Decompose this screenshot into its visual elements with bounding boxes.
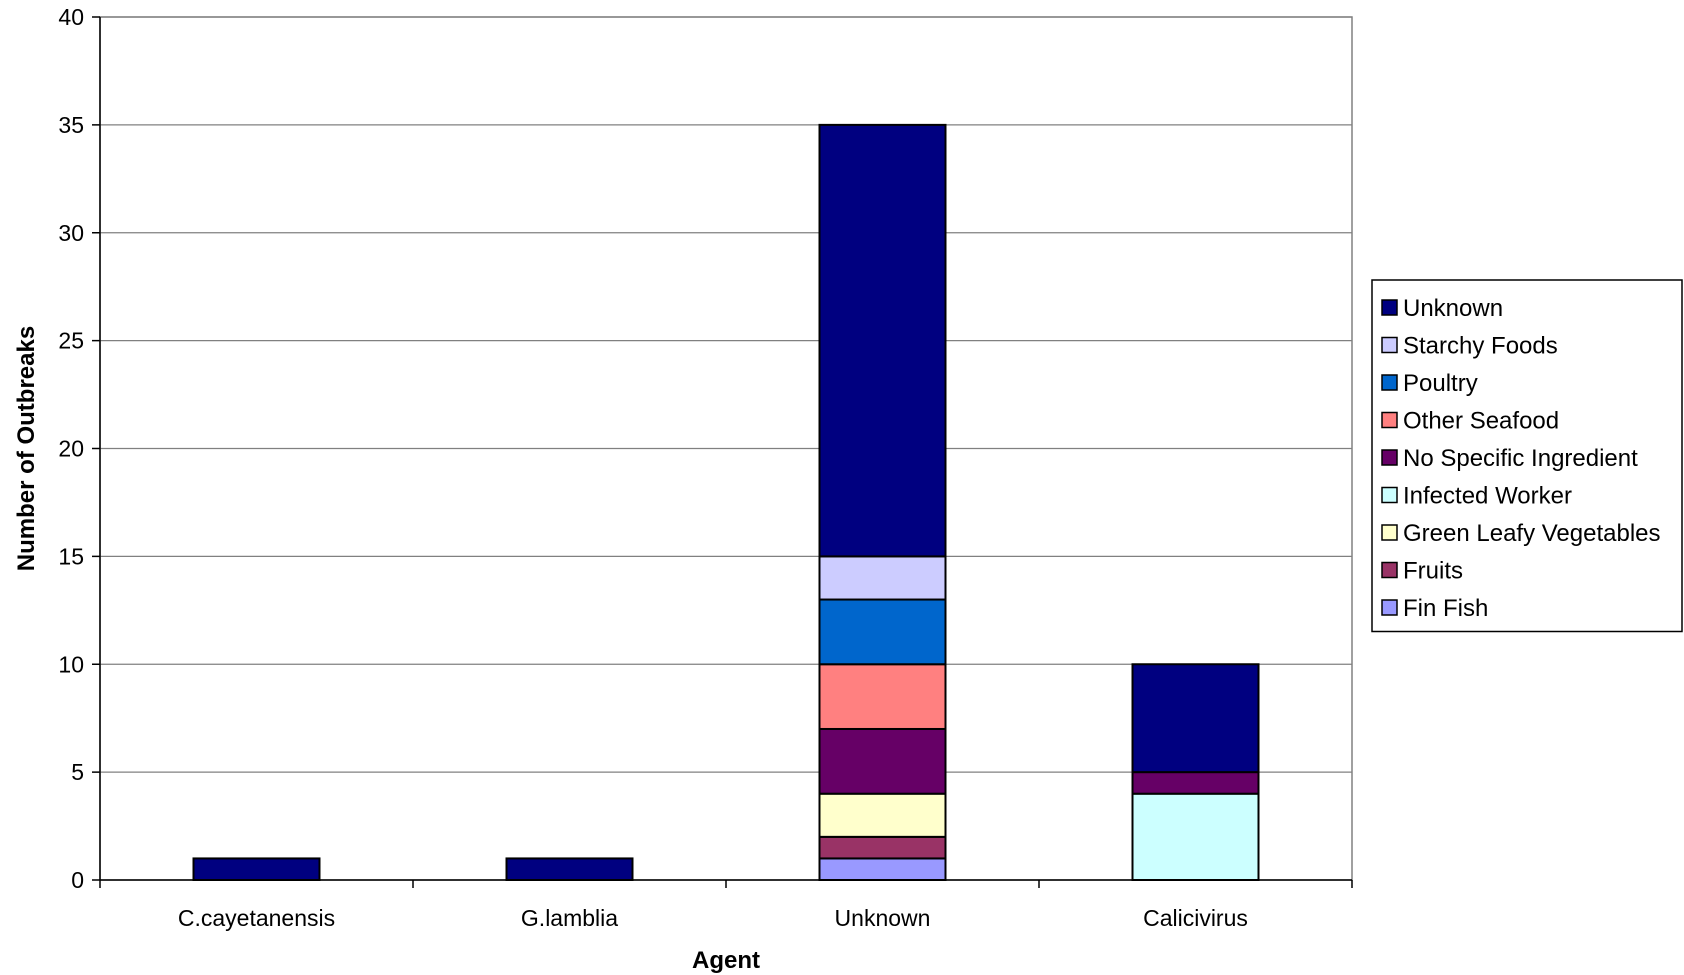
legend-swatch [1381, 561, 1398, 579]
y-tick-label: 15 [58, 543, 84, 569]
y-tick-label: 10 [58, 651, 84, 677]
bar-segment [1131, 663, 1260, 774]
bar-segment [505, 857, 634, 881]
bar-stack [818, 123, 947, 881]
legend-item: Unknown [1381, 295, 1503, 322]
legend-label: Unknown [1403, 295, 1503, 322]
legend-label: Fruits [1403, 558, 1463, 585]
bar-stack [192, 857, 321, 881]
bar-segment [1131, 792, 1260, 882]
legend-label: Infected Worker [1403, 483, 1572, 510]
y-axis-title: Number of Outbreaks [13, 326, 40, 571]
legend-item: Fruits [1381, 558, 1463, 585]
legend: Unknown Starchy Foods Poultry Other Seafood… [1371, 279, 1683, 633]
x-tick-label: C.cayetanensis [178, 905, 335, 931]
bar-segment [818, 555, 947, 601]
x-tick-label: G.lamblia [521, 905, 618, 931]
y-tick-label: 35 [58, 112, 84, 138]
bar-segment [192, 857, 321, 881]
legend-swatch [1381, 411, 1398, 429]
bar-segment [818, 792, 947, 838]
bar-segment [818, 123, 947, 558]
y-tick-label: 25 [58, 328, 84, 354]
y-tick-label: 40 [58, 4, 84, 30]
gridlines [100, 16, 1352, 773]
x-tick-label: Unknown [835, 905, 931, 931]
bar-stack [1131, 663, 1260, 882]
legend-label: Green Leafy Vegetables [1403, 520, 1661, 547]
legend-frame [1371, 279, 1683, 633]
x-axis-title: Agent [692, 947, 760, 974]
legend-swatch [1381, 374, 1398, 391]
legend-item: Poultry [1381, 370, 1478, 397]
bar-segment [818, 598, 947, 666]
legend-item: Fin Fish [1381, 595, 1488, 622]
bar-segment [1131, 771, 1260, 795]
y-tick-label: 0 [71, 867, 84, 893]
legend-swatch [1381, 599, 1398, 616]
bar-segment [818, 857, 947, 881]
bar-stack [505, 857, 634, 881]
legend-item: Infected Worker [1381, 483, 1572, 510]
legend-label: Poultry [1403, 370, 1478, 397]
bar-segment [818, 835, 947, 860]
legend-swatch [1381, 449, 1398, 466]
legend-item: Green Leafy Vegetables [1381, 520, 1661, 547]
x-tick-label: Calicivirus [1143, 905, 1248, 931]
legend-item: Other Seafood [1381, 408, 1559, 435]
legend-label: No Specific Ingredient [1403, 445, 1638, 472]
legend-label: Starchy Foods [1403, 333, 1558, 360]
x-axis-ticks: C.cayetanensis G.lamblia Unknown Caliciviru… [99, 880, 1353, 931]
legend-swatch [1381, 486, 1398, 504]
y-tick-label: 20 [58, 436, 84, 462]
legend-swatch [1381, 524, 1398, 541]
bars [192, 123, 1260, 882]
legend-label: Other Seafood [1403, 408, 1559, 435]
y-tick-label: 5 [71, 759, 84, 785]
y-axis-ticks: 0 5 10 15 20 25 30 35 40 [58, 4, 100, 893]
legend-label: Fin Fish [1403, 595, 1488, 622]
y-tick-label: 30 [58, 220, 84, 246]
bar-segment [818, 727, 947, 795]
legend-swatch [1381, 336, 1398, 354]
legend-swatch [1381, 299, 1398, 316]
bar-segment [818, 663, 947, 730]
legend-item: No Specific Ingredient [1381, 445, 1638, 472]
legend-item: Starchy Foods [1381, 333, 1558, 360]
